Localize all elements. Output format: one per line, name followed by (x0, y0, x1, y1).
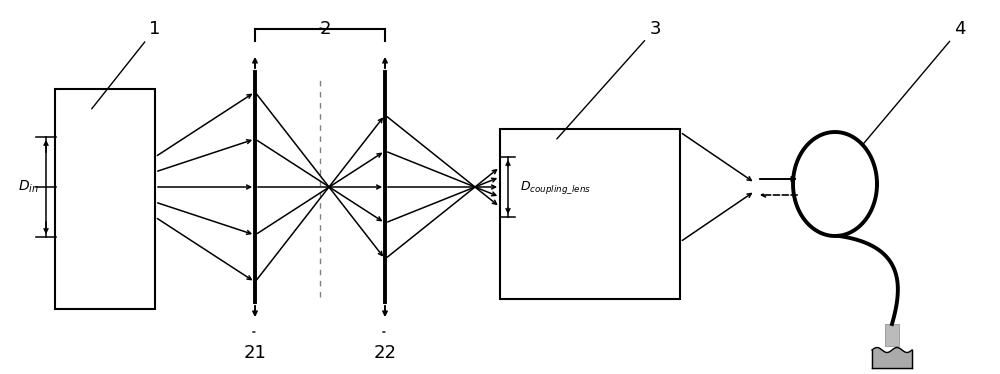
Text: $D_{in}$: $D_{in}$ (18, 179, 38, 195)
Bar (500, 129, 680, 299)
Text: 4: 4 (862, 20, 966, 145)
Text: $D_{coupling\_lens}$: $D_{coupling\_lens}$ (520, 178, 591, 196)
Text: 21: 21 (244, 344, 266, 362)
Text: 22: 22 (374, 344, 396, 362)
Bar (885, 324, 899, 346)
Text: 2: 2 (319, 20, 331, 38)
Text: 1: 1 (92, 20, 161, 109)
Bar (55, 89, 155, 309)
Text: 3: 3 (557, 20, 661, 139)
